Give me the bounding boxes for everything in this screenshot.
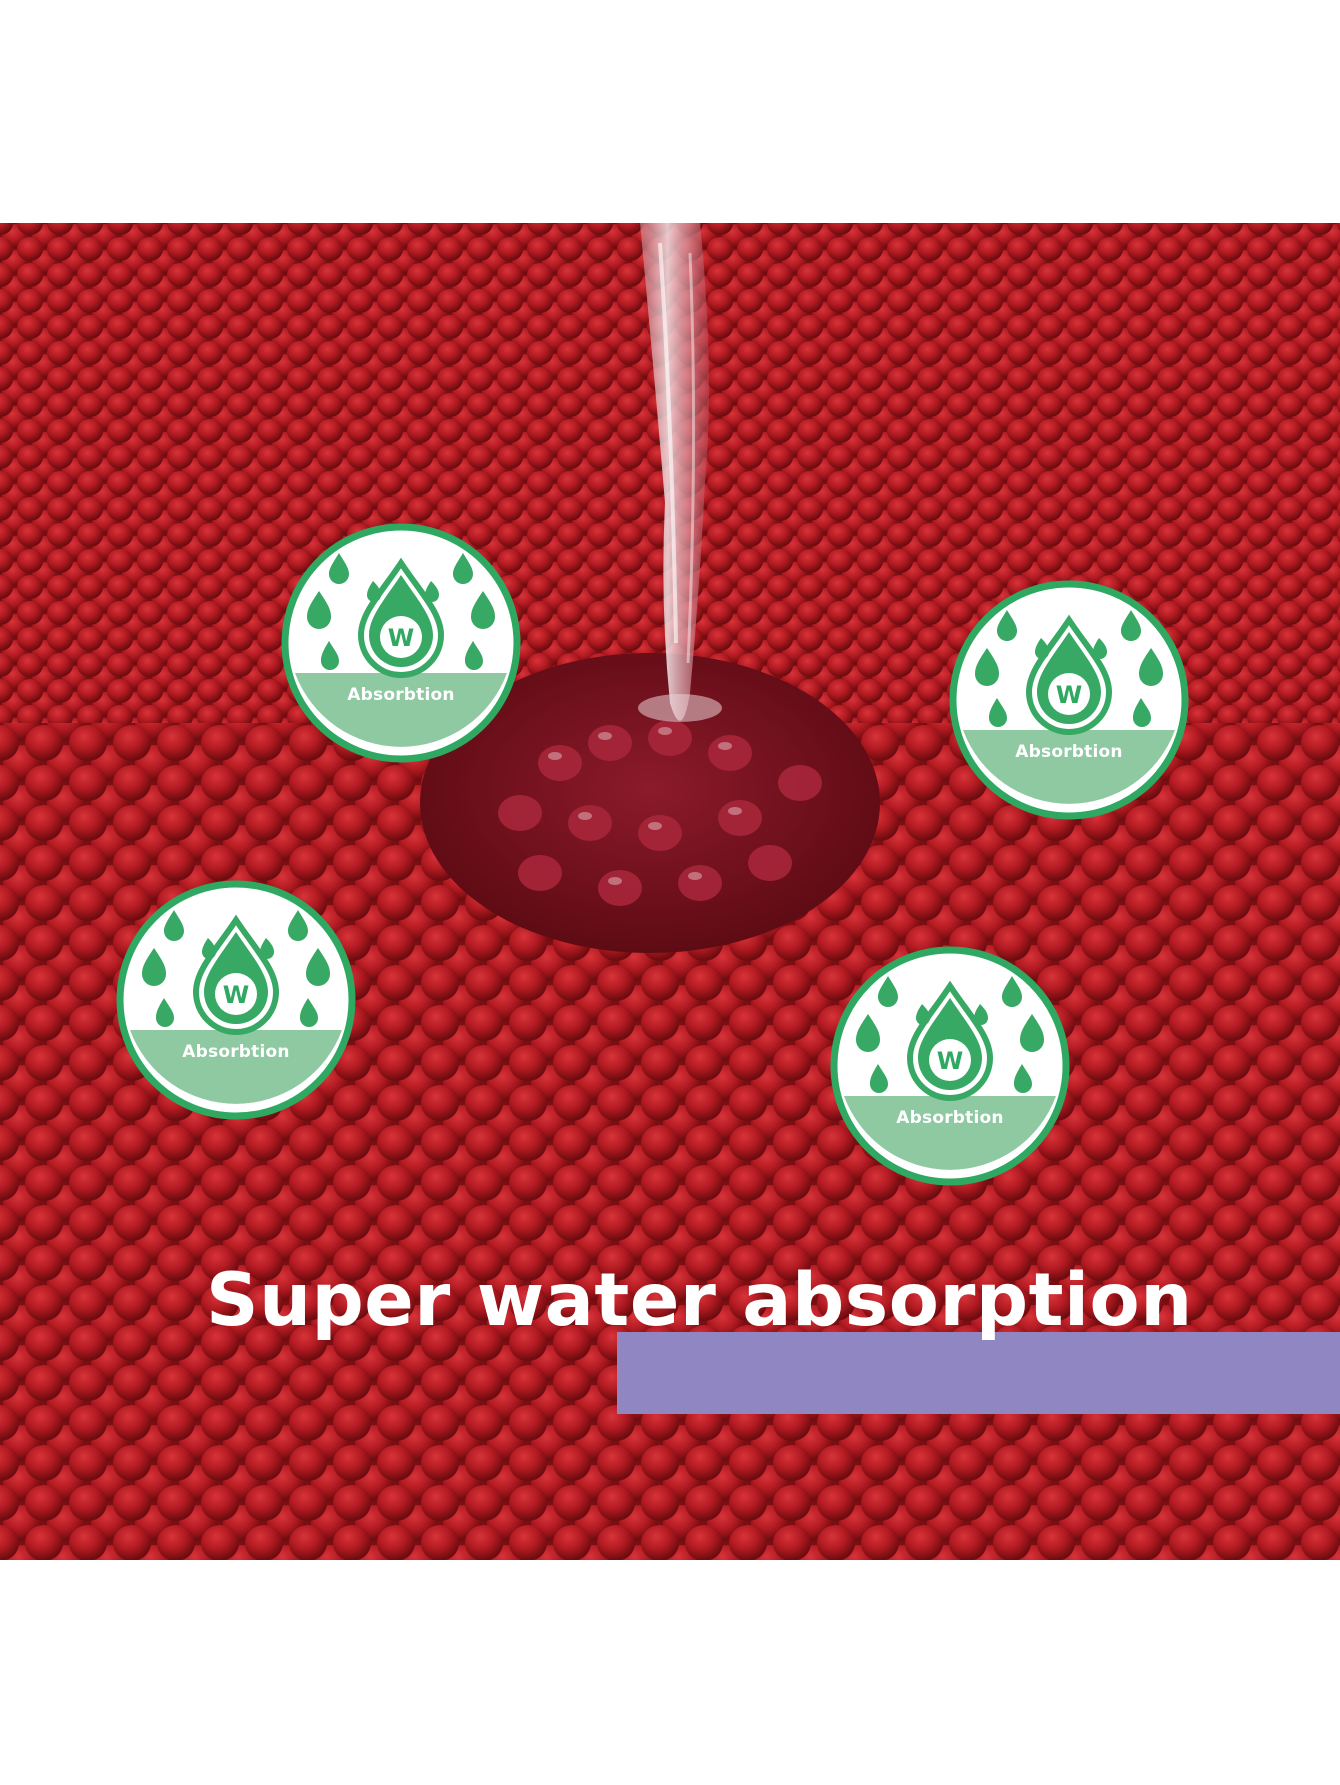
absorption-badge: W Absorbtion	[281, 523, 521, 763]
headline-accent-band	[617, 1332, 1340, 1414]
badge-label: Absorbtion	[347, 685, 455, 705]
svg-text:W: W	[388, 624, 414, 652]
water-stream	[640, 223, 709, 721]
absorption-badge: W Absorbtion	[116, 880, 356, 1120]
water-drop-icon: W	[116, 880, 356, 1120]
headline: Super water absorption	[206, 1258, 1193, 1343]
badge-label: Absorbtion	[1015, 742, 1123, 762]
badge-label: Absorbtion	[182, 1042, 290, 1062]
badge-label: Absorbtion	[896, 1108, 1004, 1128]
absorption-badge: W Absorbtion	[830, 946, 1070, 1186]
svg-text:W: W	[223, 981, 249, 1009]
svg-text:W: W	[937, 1047, 963, 1075]
product-photo	[0, 223, 1340, 1560]
water-drop-icon: W	[281, 523, 521, 763]
water-drop-icon: W	[949, 580, 1189, 820]
svg-text:W: W	[1056, 681, 1082, 709]
red-chenille-fabric	[0, 223, 1340, 1560]
water-drop-icon: W	[830, 946, 1070, 1186]
absorption-badge: W Absorbtion	[949, 580, 1189, 820]
